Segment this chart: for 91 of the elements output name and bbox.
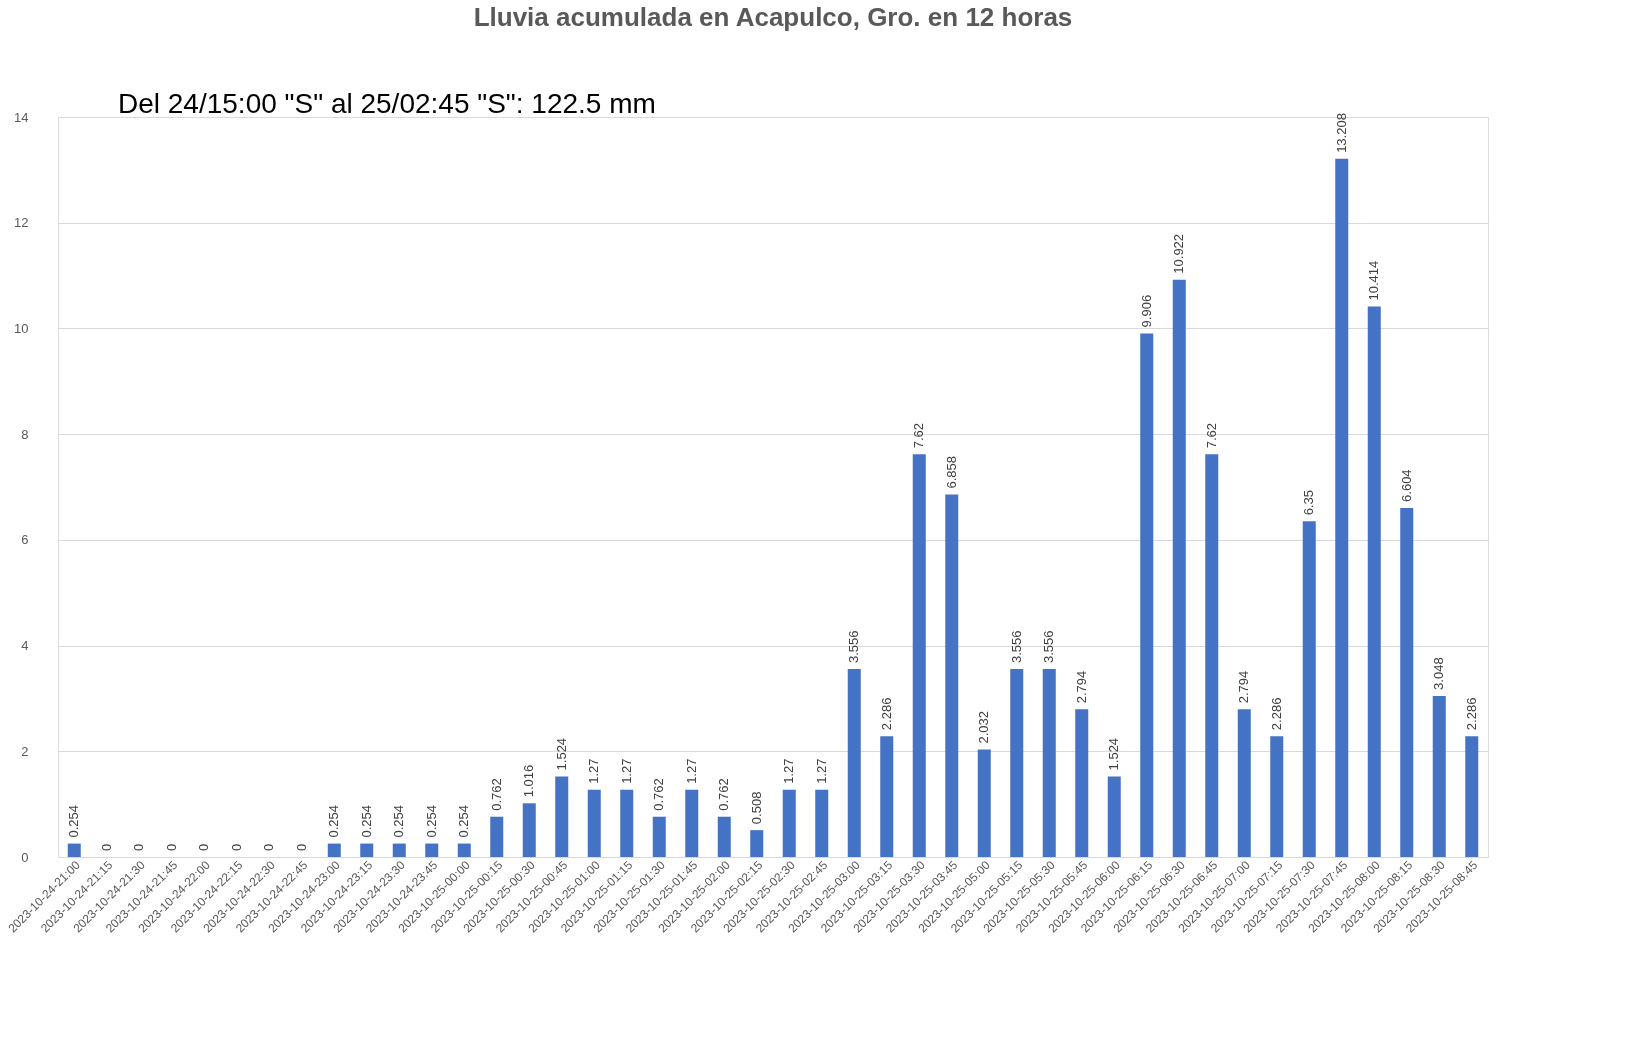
y-tick-label: 6 <box>21 532 29 548</box>
data-label: 0 <box>293 843 309 851</box>
bar <box>1205 454 1219 857</box>
y-tick-label: 2 <box>21 743 29 759</box>
data-label: 1.524 <box>1106 737 1122 771</box>
data-label: 0.254 <box>66 805 82 838</box>
data-label: 1.27 <box>683 758 699 784</box>
bar <box>977 749 991 857</box>
bar <box>1075 709 1089 857</box>
bar <box>1140 333 1154 857</box>
data-label: 0 <box>228 843 244 851</box>
bar <box>912 454 926 857</box>
chart-title: Lluvia acumulada en Acapulco, Gro. en 12 horas <box>473 2 1073 32</box>
data-label: 3.556 <box>1008 630 1024 664</box>
bar <box>1302 521 1316 857</box>
bar <box>620 789 634 857</box>
bar <box>847 669 861 857</box>
bar <box>490 816 504 857</box>
bar <box>815 789 829 857</box>
data-label: 7.62 <box>1203 422 1219 449</box>
bar <box>67 843 81 857</box>
data-label: 0 <box>131 843 147 851</box>
data-label: 10.922 <box>1171 233 1187 274</box>
bar <box>457 843 471 857</box>
bar <box>1335 158 1349 857</box>
data-label: 2.032 <box>976 711 992 744</box>
data-label: 0 <box>261 843 277 851</box>
data-label: 6.604 <box>1398 469 1414 502</box>
data-label: 0.762 <box>488 778 504 811</box>
y-tick-label: 14 <box>14 109 29 125</box>
data-label: 3.048 <box>1431 657 1447 690</box>
data-label: 2.794 <box>1073 670 1089 704</box>
data-label: 1.27 <box>618 758 634 784</box>
data-label: 0.762 <box>651 778 667 811</box>
y-tick-label: 10 <box>14 320 29 336</box>
data-label: 0.508 <box>748 791 764 825</box>
bar <box>1270 736 1284 857</box>
data-label: 10.414 <box>1366 260 1382 301</box>
bar <box>1010 669 1024 857</box>
y-tick-label: 8 <box>21 426 29 442</box>
bar <box>327 843 341 857</box>
bar <box>945 494 959 857</box>
data-label: 1.016 <box>521 764 537 798</box>
bar <box>1237 709 1251 857</box>
data-label: 0 <box>163 843 179 851</box>
bar <box>1465 736 1479 857</box>
data-label: 0.254 <box>456 805 472 838</box>
data-label: 6.858 <box>943 455 959 489</box>
data-label: 1.27 <box>813 758 829 784</box>
y-tick-label: 0 <box>21 849 29 865</box>
bar <box>652 816 666 857</box>
data-label: 9.906 <box>1138 294 1154 328</box>
data-label: 0 <box>196 843 212 851</box>
y-tick-label: 4 <box>21 638 29 654</box>
bar <box>360 843 374 857</box>
data-label: 3.556 <box>846 630 862 664</box>
data-label: 0.254 <box>391 805 407 838</box>
data-label: 0.254 <box>358 805 374 838</box>
bar <box>1107 776 1121 857</box>
data-label: 0.254 <box>423 805 439 838</box>
data-label: 7.62 <box>911 422 927 449</box>
bar <box>555 776 569 857</box>
bar <box>1400 507 1414 857</box>
data-label: 0.762 <box>716 778 732 811</box>
bar <box>392 843 406 857</box>
bar <box>1432 695 1446 857</box>
bar <box>782 789 796 857</box>
annotation: Del 24/15:00 "S" al 25/02:45 "S": 122.5 mm <box>118 88 656 119</box>
data-label: 1.27 <box>586 758 602 784</box>
bar <box>522 803 536 857</box>
data-label: 1.524 <box>553 737 569 771</box>
data-label: 2.286 <box>1463 697 1479 731</box>
bar <box>425 843 439 857</box>
bar <box>685 789 699 857</box>
bar <box>1172 279 1186 857</box>
data-label: 0 <box>98 843 114 851</box>
y-tick-label: 12 <box>14 215 29 231</box>
data-label: 1.27 <box>781 758 797 784</box>
bar <box>880 736 894 857</box>
bar <box>1367 306 1381 857</box>
data-label: 13.208 <box>1333 113 1349 153</box>
data-label: 2.286 <box>878 697 894 731</box>
data-label: 0.254 <box>326 805 342 838</box>
bar <box>1042 669 1056 857</box>
data-label: 2.286 <box>1268 697 1284 731</box>
bar <box>587 789 601 857</box>
bar <box>750 830 764 857</box>
data-label: 2.794 <box>1236 670 1252 704</box>
data-label: 6.35 <box>1301 490 1317 516</box>
data-label: 3.556 <box>1041 630 1057 664</box>
bar <box>717 816 731 857</box>
